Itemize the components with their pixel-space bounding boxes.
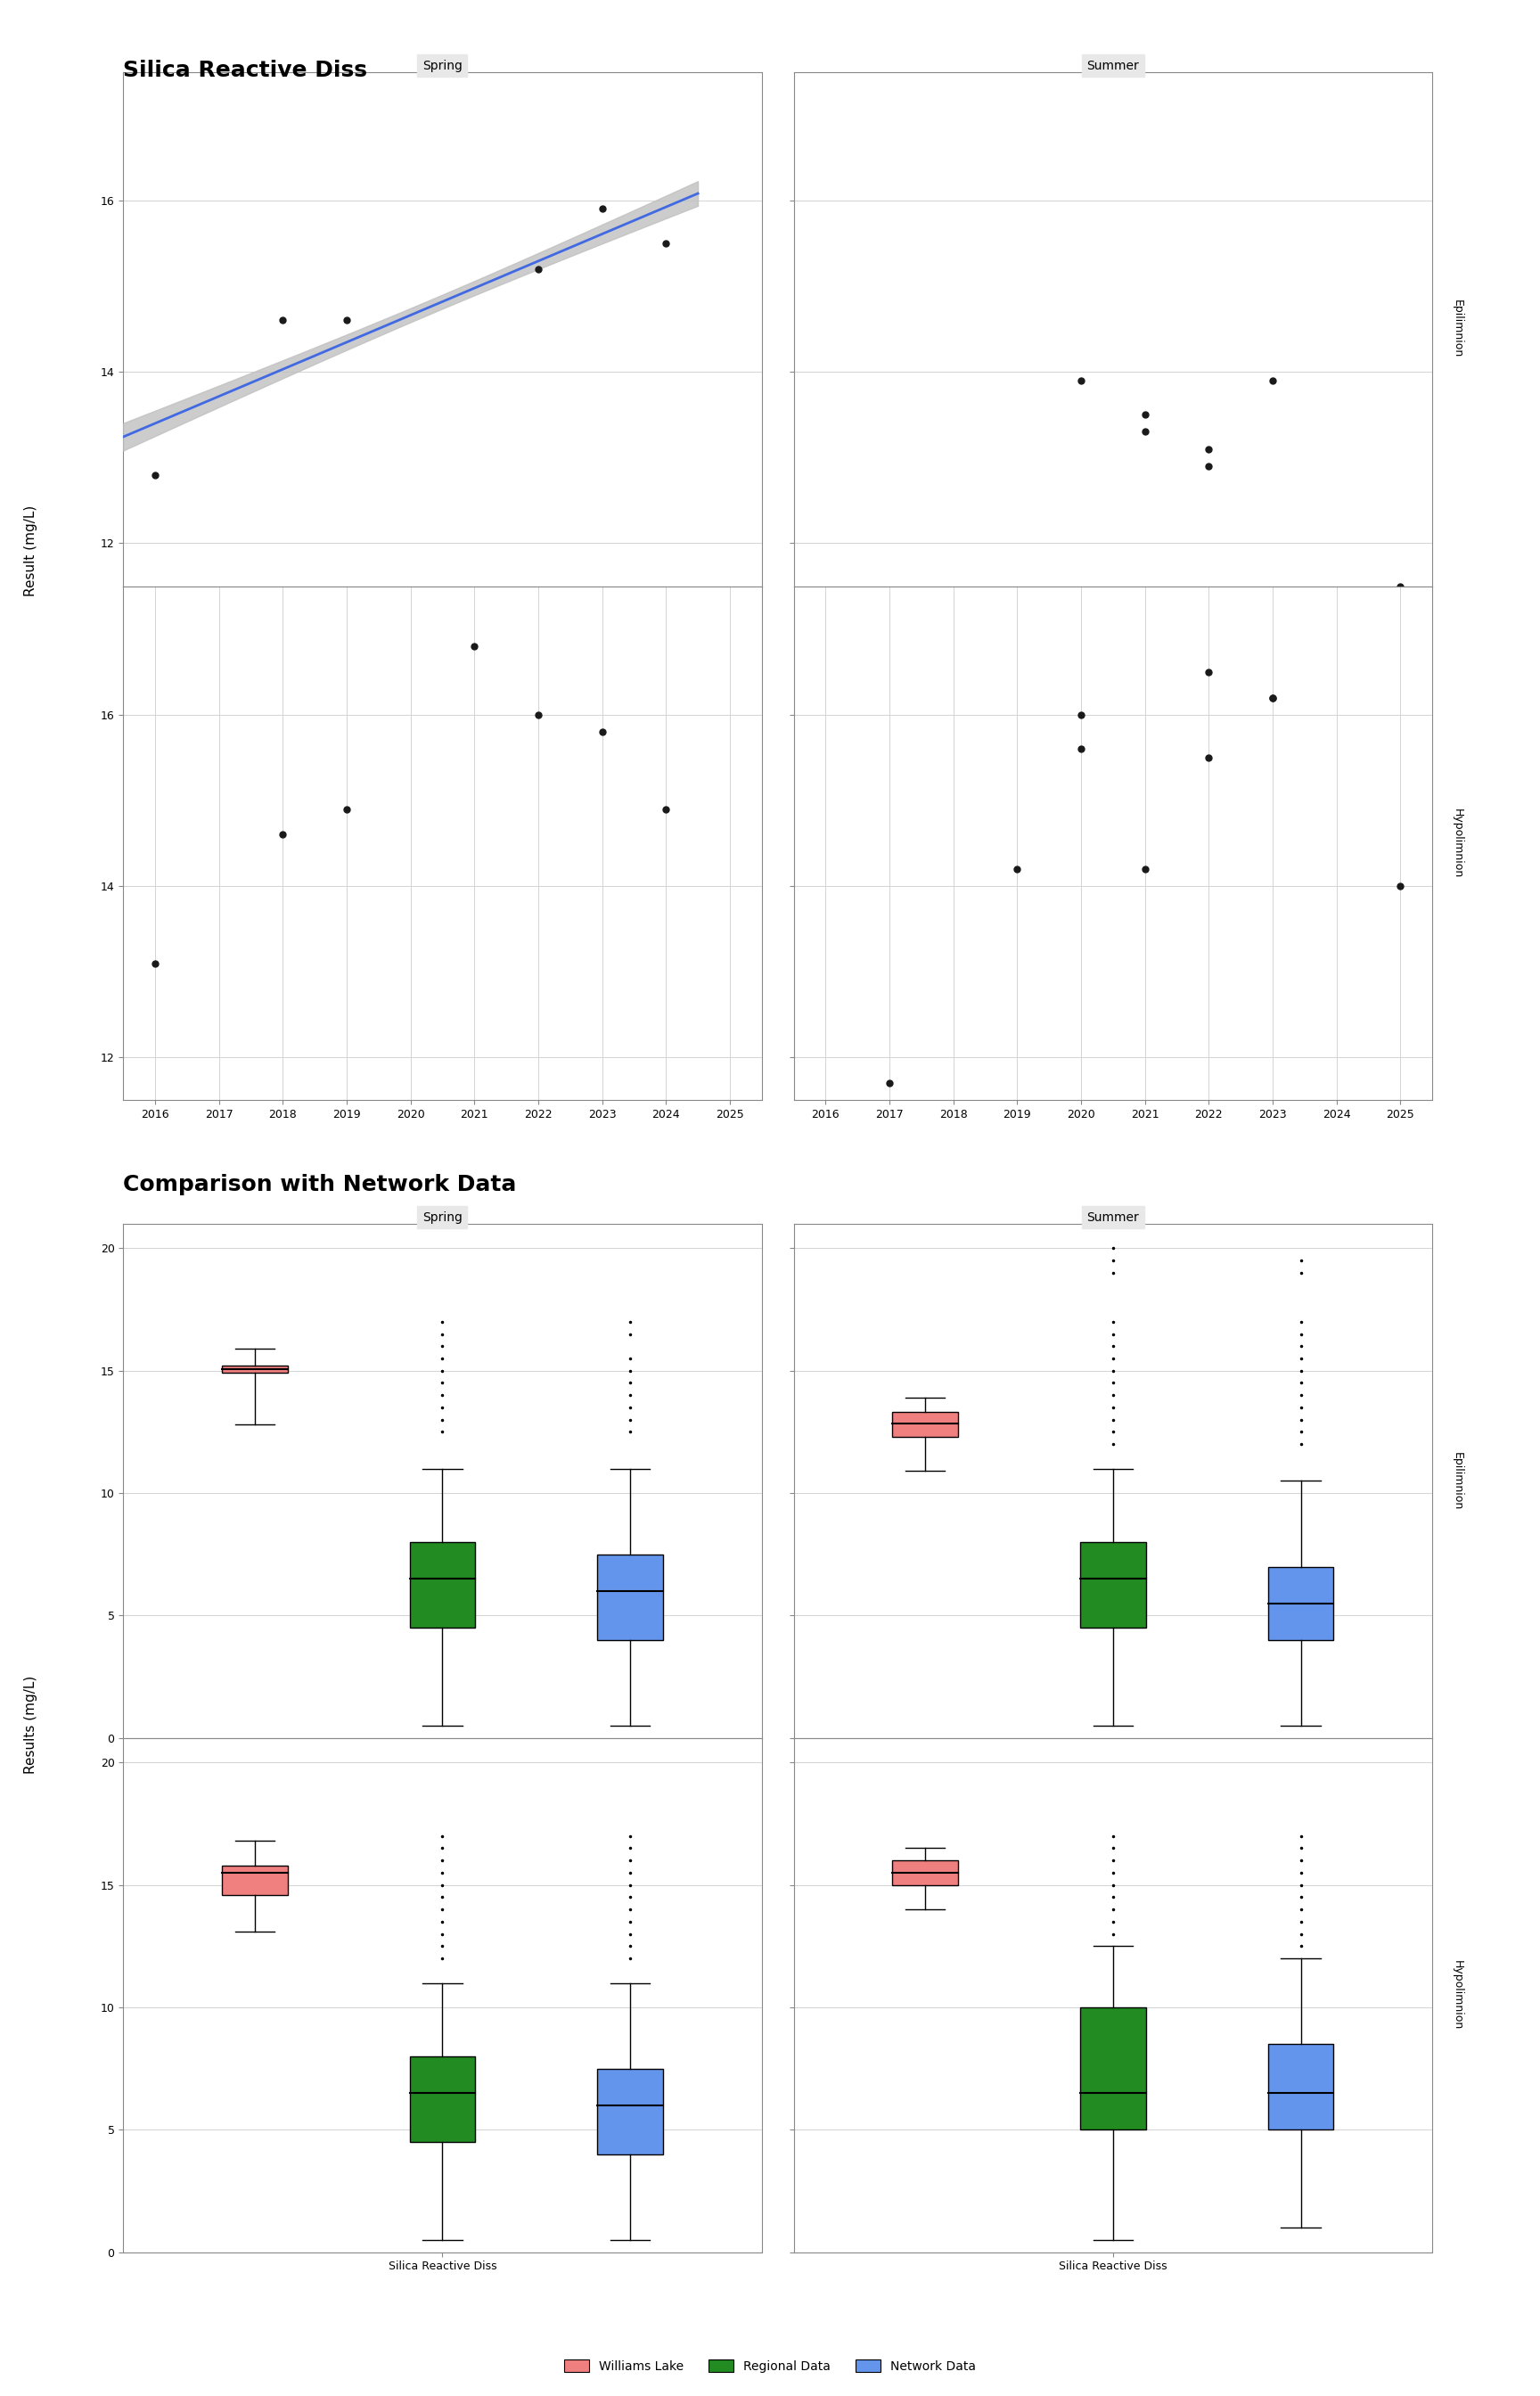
Point xyxy=(1197,652,1221,690)
Point xyxy=(1132,851,1157,889)
Text: Epilimnion: Epilimnion xyxy=(1451,1452,1463,1509)
Point xyxy=(878,618,902,657)
FancyBboxPatch shape xyxy=(1080,1543,1146,1627)
Point xyxy=(334,791,359,829)
Text: Silica Reactive Diss: Silica Reactive Diss xyxy=(123,60,368,81)
Point xyxy=(334,302,359,340)
Text: Hypolimnion: Hypolimnion xyxy=(1451,1960,1463,2029)
FancyBboxPatch shape xyxy=(598,2068,664,2154)
FancyBboxPatch shape xyxy=(1080,2008,1146,2130)
Point xyxy=(653,791,678,829)
Text: Result (mg/L): Result (mg/L) xyxy=(25,506,37,597)
FancyBboxPatch shape xyxy=(410,1543,476,1627)
Legend: Williams Lake, Regional Data, Network Data: Williams Lake, Regional Data, Network Da… xyxy=(559,2355,981,2377)
Point xyxy=(1197,429,1221,467)
Point xyxy=(1132,412,1157,450)
Point xyxy=(1197,738,1221,776)
Point xyxy=(462,628,487,666)
Title: Summer: Summer xyxy=(1087,1212,1140,1224)
Title: Summer: Summer xyxy=(1087,60,1140,72)
Point xyxy=(1260,362,1284,400)
Point xyxy=(271,815,296,853)
Point xyxy=(590,189,614,228)
Text: Epilimnion: Epilimnion xyxy=(1451,300,1463,357)
FancyBboxPatch shape xyxy=(1267,1567,1334,1639)
Point xyxy=(1069,731,1093,769)
Point xyxy=(1004,851,1029,889)
Title: Spring: Spring xyxy=(422,60,462,72)
Point xyxy=(1069,362,1093,400)
Point xyxy=(143,944,168,982)
FancyBboxPatch shape xyxy=(410,2056,476,2142)
Text: Results (mg/L): Results (mg/L) xyxy=(25,1675,37,1775)
Point xyxy=(878,1064,902,1102)
FancyBboxPatch shape xyxy=(892,1411,958,1438)
Point xyxy=(143,455,168,494)
Title: Spring: Spring xyxy=(422,1212,462,1224)
FancyBboxPatch shape xyxy=(1267,2044,1334,2130)
Point xyxy=(1388,867,1412,906)
Point xyxy=(653,225,678,264)
Point xyxy=(1069,695,1093,733)
Point xyxy=(527,249,551,288)
Point xyxy=(590,712,614,750)
Point xyxy=(1388,568,1412,606)
Text: Hypolimnion: Hypolimnion xyxy=(1451,807,1463,877)
FancyBboxPatch shape xyxy=(222,1366,288,1373)
Point xyxy=(1260,678,1284,716)
Text: Comparison with Network Data: Comparison with Network Data xyxy=(123,1174,516,1196)
Point xyxy=(1260,678,1284,716)
FancyBboxPatch shape xyxy=(598,1555,664,1639)
Point xyxy=(1197,448,1221,486)
FancyBboxPatch shape xyxy=(892,1859,958,1886)
Point xyxy=(1132,395,1157,434)
Point xyxy=(271,302,296,340)
Point xyxy=(527,695,551,733)
FancyBboxPatch shape xyxy=(222,1866,288,1895)
